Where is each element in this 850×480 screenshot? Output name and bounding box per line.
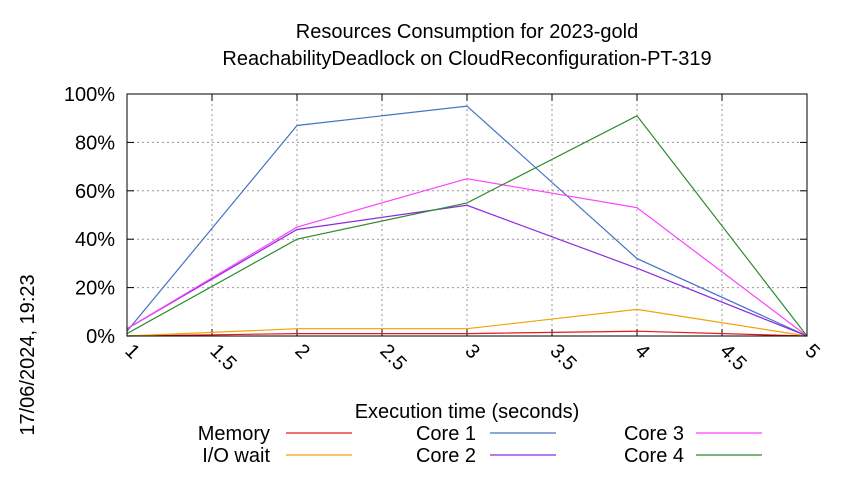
series-line-i-o-wait [126,308,808,337]
x-tick-label: 1.5 [205,340,240,375]
legend-label: Core 3 [624,423,684,445]
chart-title: Resources Consumption for 2023-gold [296,21,638,43]
legend-label: Core 1 [416,423,476,445]
x-tick-label: 5 [800,340,823,363]
legend-item-i-o-wait: I/O wait [202,445,352,467]
legend-item-core-4: Core 4 [624,445,762,467]
y-tick-label: 40% [75,229,115,251]
legend-item-core-1: Core 1 [416,423,556,445]
x-tick-label: 4 [630,340,653,363]
series-line-memory [126,330,808,337]
series-lines [126,105,808,337]
series-line-core-1 [126,105,808,337]
chart-subtitle: ReachabilityDeadlock on CloudReconfigura… [222,48,711,70]
series-line-core-4 [126,115,808,337]
x-tick-label: 4.5 [715,340,750,375]
x-axis-label: Execution time (seconds) [355,401,580,423]
y-tick-labels: 0% 20% 40% 60% 80% 100% [64,84,115,348]
plot-frame [126,93,808,337]
legend-item-core-2: Core 2 [416,445,556,467]
y-tick-label: 100% [64,84,115,106]
y-tick-label: 0% [86,326,115,348]
x-tick-label: 3 [460,340,483,363]
legend-label: Core 2 [416,445,476,467]
x-tick-label: 2.5 [375,340,410,375]
y-tick-label: 80% [75,132,115,154]
y-tick-label: 20% [75,278,115,300]
series-line-core-2 [126,204,808,337]
legend-label: I/O wait [202,445,270,467]
x-tick-labels: 1 1.5 2 2.5 3 3.5 4 4.5 5 [120,340,823,375]
legend-label: Core 4 [624,445,684,467]
x-tick-label: 2 [290,340,313,363]
legend-item-memory: Memory [198,423,352,445]
series-line-core-3 [126,178,808,337]
x-tick-label: 3.5 [545,340,580,375]
grid [126,93,808,337]
legend-item-core-3: Core 3 [624,423,762,445]
timestamp: 17/06/2024, 19:23 [17,274,39,435]
y-tick-label: 60% [75,181,115,203]
legend-label: Memory [198,423,270,445]
x-tick-label: 1 [120,340,143,363]
